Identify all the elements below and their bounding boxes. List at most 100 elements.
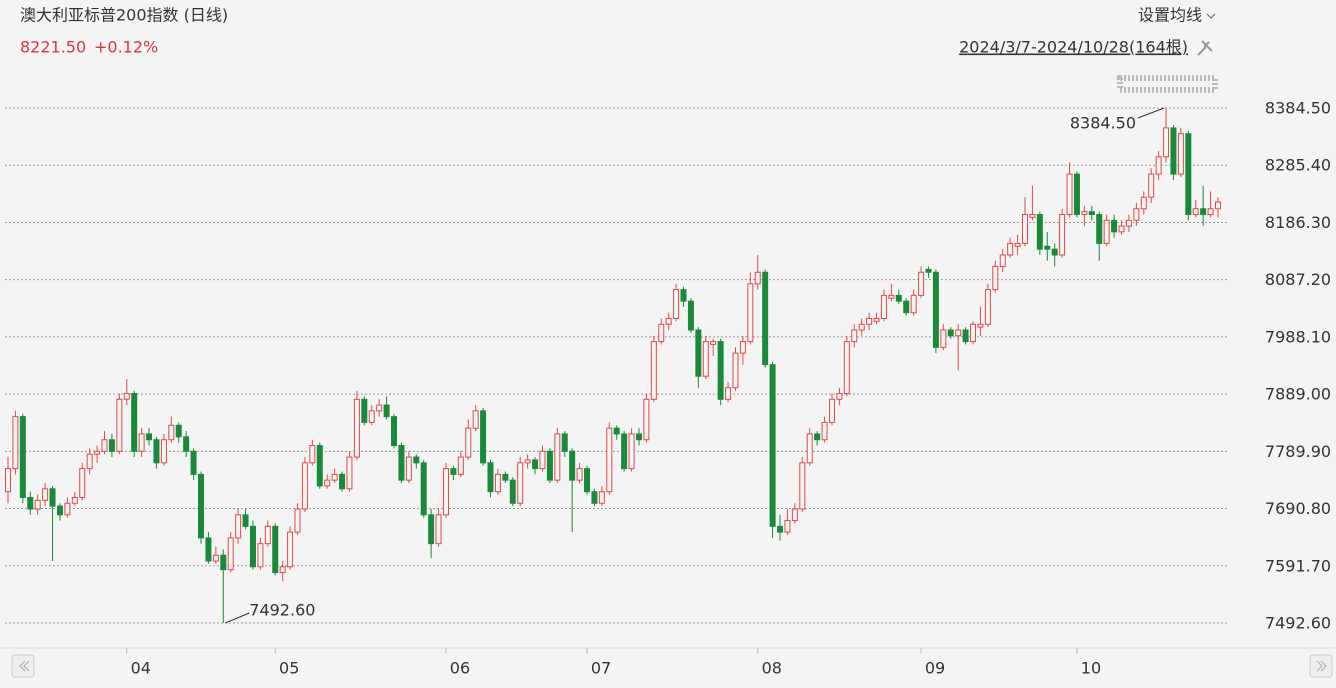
y-tick-label: 7789.90 xyxy=(1265,442,1331,461)
candle-body xyxy=(1029,214,1036,218)
candle-body xyxy=(1021,214,1028,244)
candle-body xyxy=(932,271,939,348)
candle-body xyxy=(762,271,769,366)
candle-body xyxy=(160,439,167,464)
candle-body xyxy=(687,300,694,331)
x-tick-label: 08 xyxy=(762,659,782,678)
candle-body xyxy=(977,323,984,328)
candle-body xyxy=(1059,214,1066,256)
candle-body xyxy=(1170,127,1177,175)
candle-body xyxy=(903,300,910,314)
candle-body xyxy=(212,554,219,562)
candle-body xyxy=(183,436,190,452)
candle-body xyxy=(517,462,524,504)
candle-body xyxy=(205,537,212,562)
candle-body xyxy=(717,341,724,400)
candle-body xyxy=(457,456,464,475)
candle-body xyxy=(242,514,249,527)
candle-body xyxy=(1192,208,1199,216)
candle-body xyxy=(947,329,954,337)
candle-body xyxy=(777,525,784,533)
candle-body xyxy=(361,398,368,423)
candle-body xyxy=(524,459,531,464)
candle-body xyxy=(814,433,821,441)
candle-body xyxy=(472,410,479,429)
candle-body xyxy=(168,424,175,441)
candle-body xyxy=(665,317,672,325)
candle-body xyxy=(264,525,271,545)
candle-body xyxy=(383,404,390,418)
candle-body xyxy=(19,416,26,498)
candle-body xyxy=(480,410,487,464)
candle-body xyxy=(94,450,101,455)
candle-body xyxy=(1103,219,1110,244)
candle-body xyxy=(442,468,449,516)
chart-title: 澳大利亚标普200指数 (日线) xyxy=(20,6,228,25)
candle-body xyxy=(658,323,665,343)
y-tick-label: 8384.50 xyxy=(1265,99,1331,118)
candle-body xyxy=(12,416,19,470)
candle-body xyxy=(287,531,294,568)
candle-body xyxy=(539,450,546,470)
candle-body xyxy=(843,341,850,395)
candle-body xyxy=(613,427,620,435)
candle-body xyxy=(123,393,130,400)
candle-body xyxy=(56,505,63,516)
candle-body xyxy=(86,453,93,470)
x-tick-label: 06 xyxy=(450,659,470,678)
y-tick-label: 8186.30 xyxy=(1265,213,1331,232)
candle-body xyxy=(1118,225,1125,233)
candle-body xyxy=(739,341,746,354)
candle-body xyxy=(925,268,932,273)
candle-body xyxy=(725,387,732,400)
date-range[interactable]: 2024/3/7-2024/10/28(164根) xyxy=(959,38,1188,57)
candle-body xyxy=(257,543,264,568)
candle-body xyxy=(272,525,279,574)
candle-body xyxy=(71,496,78,504)
candle-body xyxy=(108,439,115,452)
candle-body xyxy=(494,473,501,493)
ma-button[interactable]: 设置均线 xyxy=(1138,6,1202,25)
candle-body xyxy=(1088,211,1095,216)
candle-body xyxy=(5,468,11,493)
candle-body xyxy=(249,525,256,568)
candle-body xyxy=(131,393,138,452)
candle-body xyxy=(895,294,902,302)
candle-body xyxy=(1140,196,1147,210)
y-tick-label: 7492.60 xyxy=(1265,614,1331,633)
candle-body xyxy=(420,462,427,516)
pin-icon[interactable] xyxy=(1197,40,1213,56)
candle-body xyxy=(309,445,316,464)
candle-body xyxy=(1185,133,1192,216)
candle-body xyxy=(49,488,56,507)
candle-body xyxy=(621,433,628,470)
candle-body xyxy=(331,473,338,481)
dropdown-icon[interactable] xyxy=(1206,13,1216,19)
candle-body xyxy=(1066,173,1073,216)
candle-body xyxy=(1007,242,1014,256)
annotation-label: 7492.60 xyxy=(249,601,315,620)
candle-body xyxy=(353,398,360,458)
candle-body xyxy=(502,473,509,481)
candle-body xyxy=(227,537,234,571)
candle-body xyxy=(1133,208,1140,221)
scroll-right[interactable] xyxy=(1309,654,1333,678)
annotation-arrow xyxy=(225,612,250,624)
candle-body xyxy=(190,450,197,475)
candle-body xyxy=(754,271,761,285)
candle-body xyxy=(301,462,308,510)
candle-body xyxy=(970,323,977,343)
candle-body xyxy=(413,456,420,464)
candle-body xyxy=(569,450,576,481)
candle-body xyxy=(346,456,353,490)
scroll-left[interactable] xyxy=(11,654,35,678)
candle-body xyxy=(828,398,835,423)
candle-body xyxy=(294,508,301,533)
candle-body xyxy=(554,433,561,481)
candle-body xyxy=(747,283,754,343)
candle-body xyxy=(116,398,123,452)
candle-body xyxy=(880,294,887,319)
candle-body xyxy=(487,462,494,493)
candle-body xyxy=(532,459,539,470)
candle-body xyxy=(992,266,999,291)
